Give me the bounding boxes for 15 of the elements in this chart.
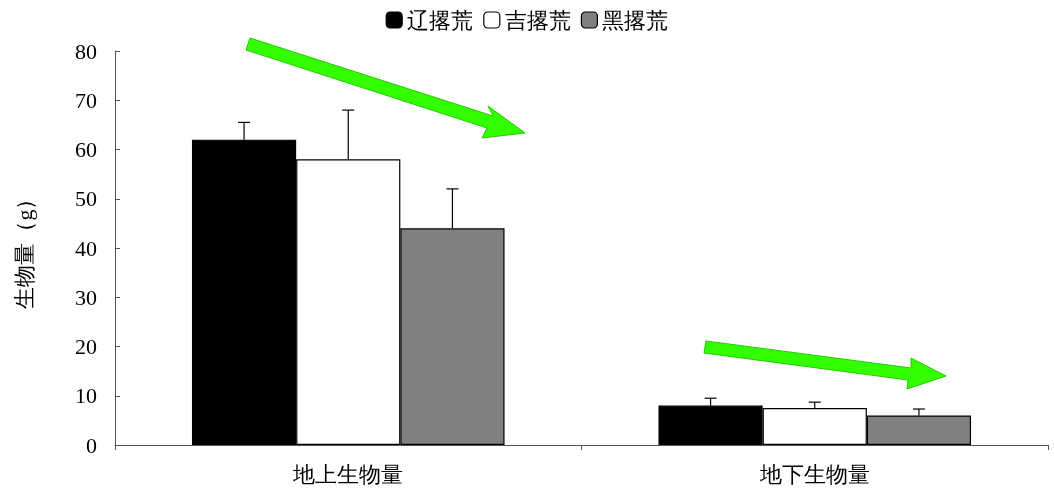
legend-label: 吉撂荒 — [504, 7, 571, 33]
legend-label: 辽撂荒 — [407, 7, 474, 33]
y-tick-label: 50 — [75, 186, 97, 212]
legend-label: 黑撂荒 — [602, 7, 669, 33]
y-tick-label: 70 — [75, 87, 97, 113]
x-tick-label: 地下生物量 — [758, 461, 870, 487]
y-tick-label: 30 — [75, 284, 97, 310]
y-tick-label: 0 — [86, 432, 97, 458]
y-tick-label: 60 — [75, 137, 97, 162]
x-tick-label: 地上生物量 — [292, 461, 404, 487]
y-tick-label: 80 — [75, 38, 97, 64]
y-tick-label: 20 — [75, 334, 97, 359]
y-tick-label: 10 — [75, 383, 97, 409]
y-tick-label: 40 — [75, 235, 97, 261]
y-axis-title: 生物量（g） — [11, 187, 37, 309]
